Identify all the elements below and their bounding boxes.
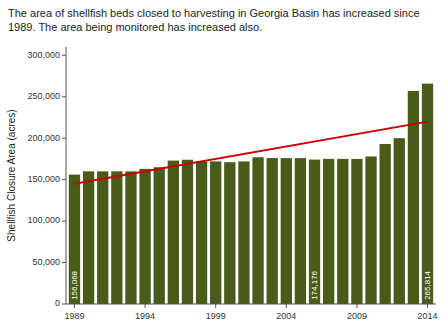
annotation: 265,814	[423, 270, 432, 299]
bar	[365, 156, 376, 304]
y-tick	[62, 138, 66, 139]
bar	[97, 171, 108, 304]
bar	[182, 160, 193, 304]
bar	[323, 159, 334, 304]
bar	[252, 157, 263, 304]
y-tick-label: 50,000	[32, 257, 60, 267]
bar	[281, 158, 292, 304]
y-tick	[62, 96, 66, 97]
bar	[168, 161, 179, 304]
x-tick	[145, 304, 146, 308]
bar	[422, 84, 433, 304]
bar	[210, 161, 221, 304]
title: The area of shellfish beds closed to har…	[8, 7, 420, 33]
y-tick-label: 200,000	[27, 133, 60, 143]
y-axis-line	[66, 47, 67, 304]
bar	[351, 159, 362, 304]
x-tick	[286, 304, 287, 308]
bar	[83, 171, 94, 304]
bar	[111, 171, 122, 304]
y-tick-label: 300,000	[27, 50, 60, 60]
y-axis-label: Shellfish Closure Area (acres)	[6, 109, 17, 241]
x-tick	[215, 304, 216, 308]
y-tick-label: 150,000	[27, 174, 60, 184]
bar	[196, 161, 207, 304]
plot-area	[69, 84, 433, 304]
bar	[139, 169, 150, 304]
bar	[238, 161, 249, 304]
annotation: 156,068	[70, 270, 79, 299]
x-axis-line	[66, 304, 436, 305]
annotation: 174,176	[310, 270, 319, 299]
y-tick	[62, 262, 66, 263]
y-tick-label: 250,000	[27, 91, 60, 101]
y-tick-label: 100,000	[27, 215, 60, 225]
x-tick-label: 1999	[206, 311, 226, 321]
bar	[125, 171, 136, 304]
title-line: 1989. The area being monitored has incre…	[8, 21, 262, 33]
trend-line	[74, 122, 427, 184]
x-tick-label: 2014	[418, 311, 438, 321]
y-tick	[62, 221, 66, 222]
chart: The area of shellfish beds closed to har…	[0, 0, 448, 326]
x-tick-label: 1989	[64, 311, 84, 321]
x-tick	[427, 304, 428, 308]
bar	[295, 158, 306, 304]
y-tick	[62, 55, 66, 56]
x-tick-label: 1994	[135, 311, 155, 321]
bar	[380, 144, 391, 304]
bar	[337, 159, 348, 304]
bar	[224, 162, 235, 304]
y-tick	[62, 179, 66, 180]
bar	[309, 160, 320, 304]
x-tick	[356, 304, 357, 308]
x-tick	[74, 304, 75, 308]
bar	[154, 167, 165, 304]
title-line: The area of shellfish beds closed to har…	[8, 7, 420, 19]
y-tick-label: 0	[55, 298, 60, 308]
y-tick	[62, 304, 66, 305]
bar	[267, 158, 278, 304]
bar	[394, 138, 405, 304]
x-tick-label: 2004	[276, 311, 296, 321]
x-tick-label: 2009	[347, 311, 367, 321]
bar	[69, 175, 80, 304]
